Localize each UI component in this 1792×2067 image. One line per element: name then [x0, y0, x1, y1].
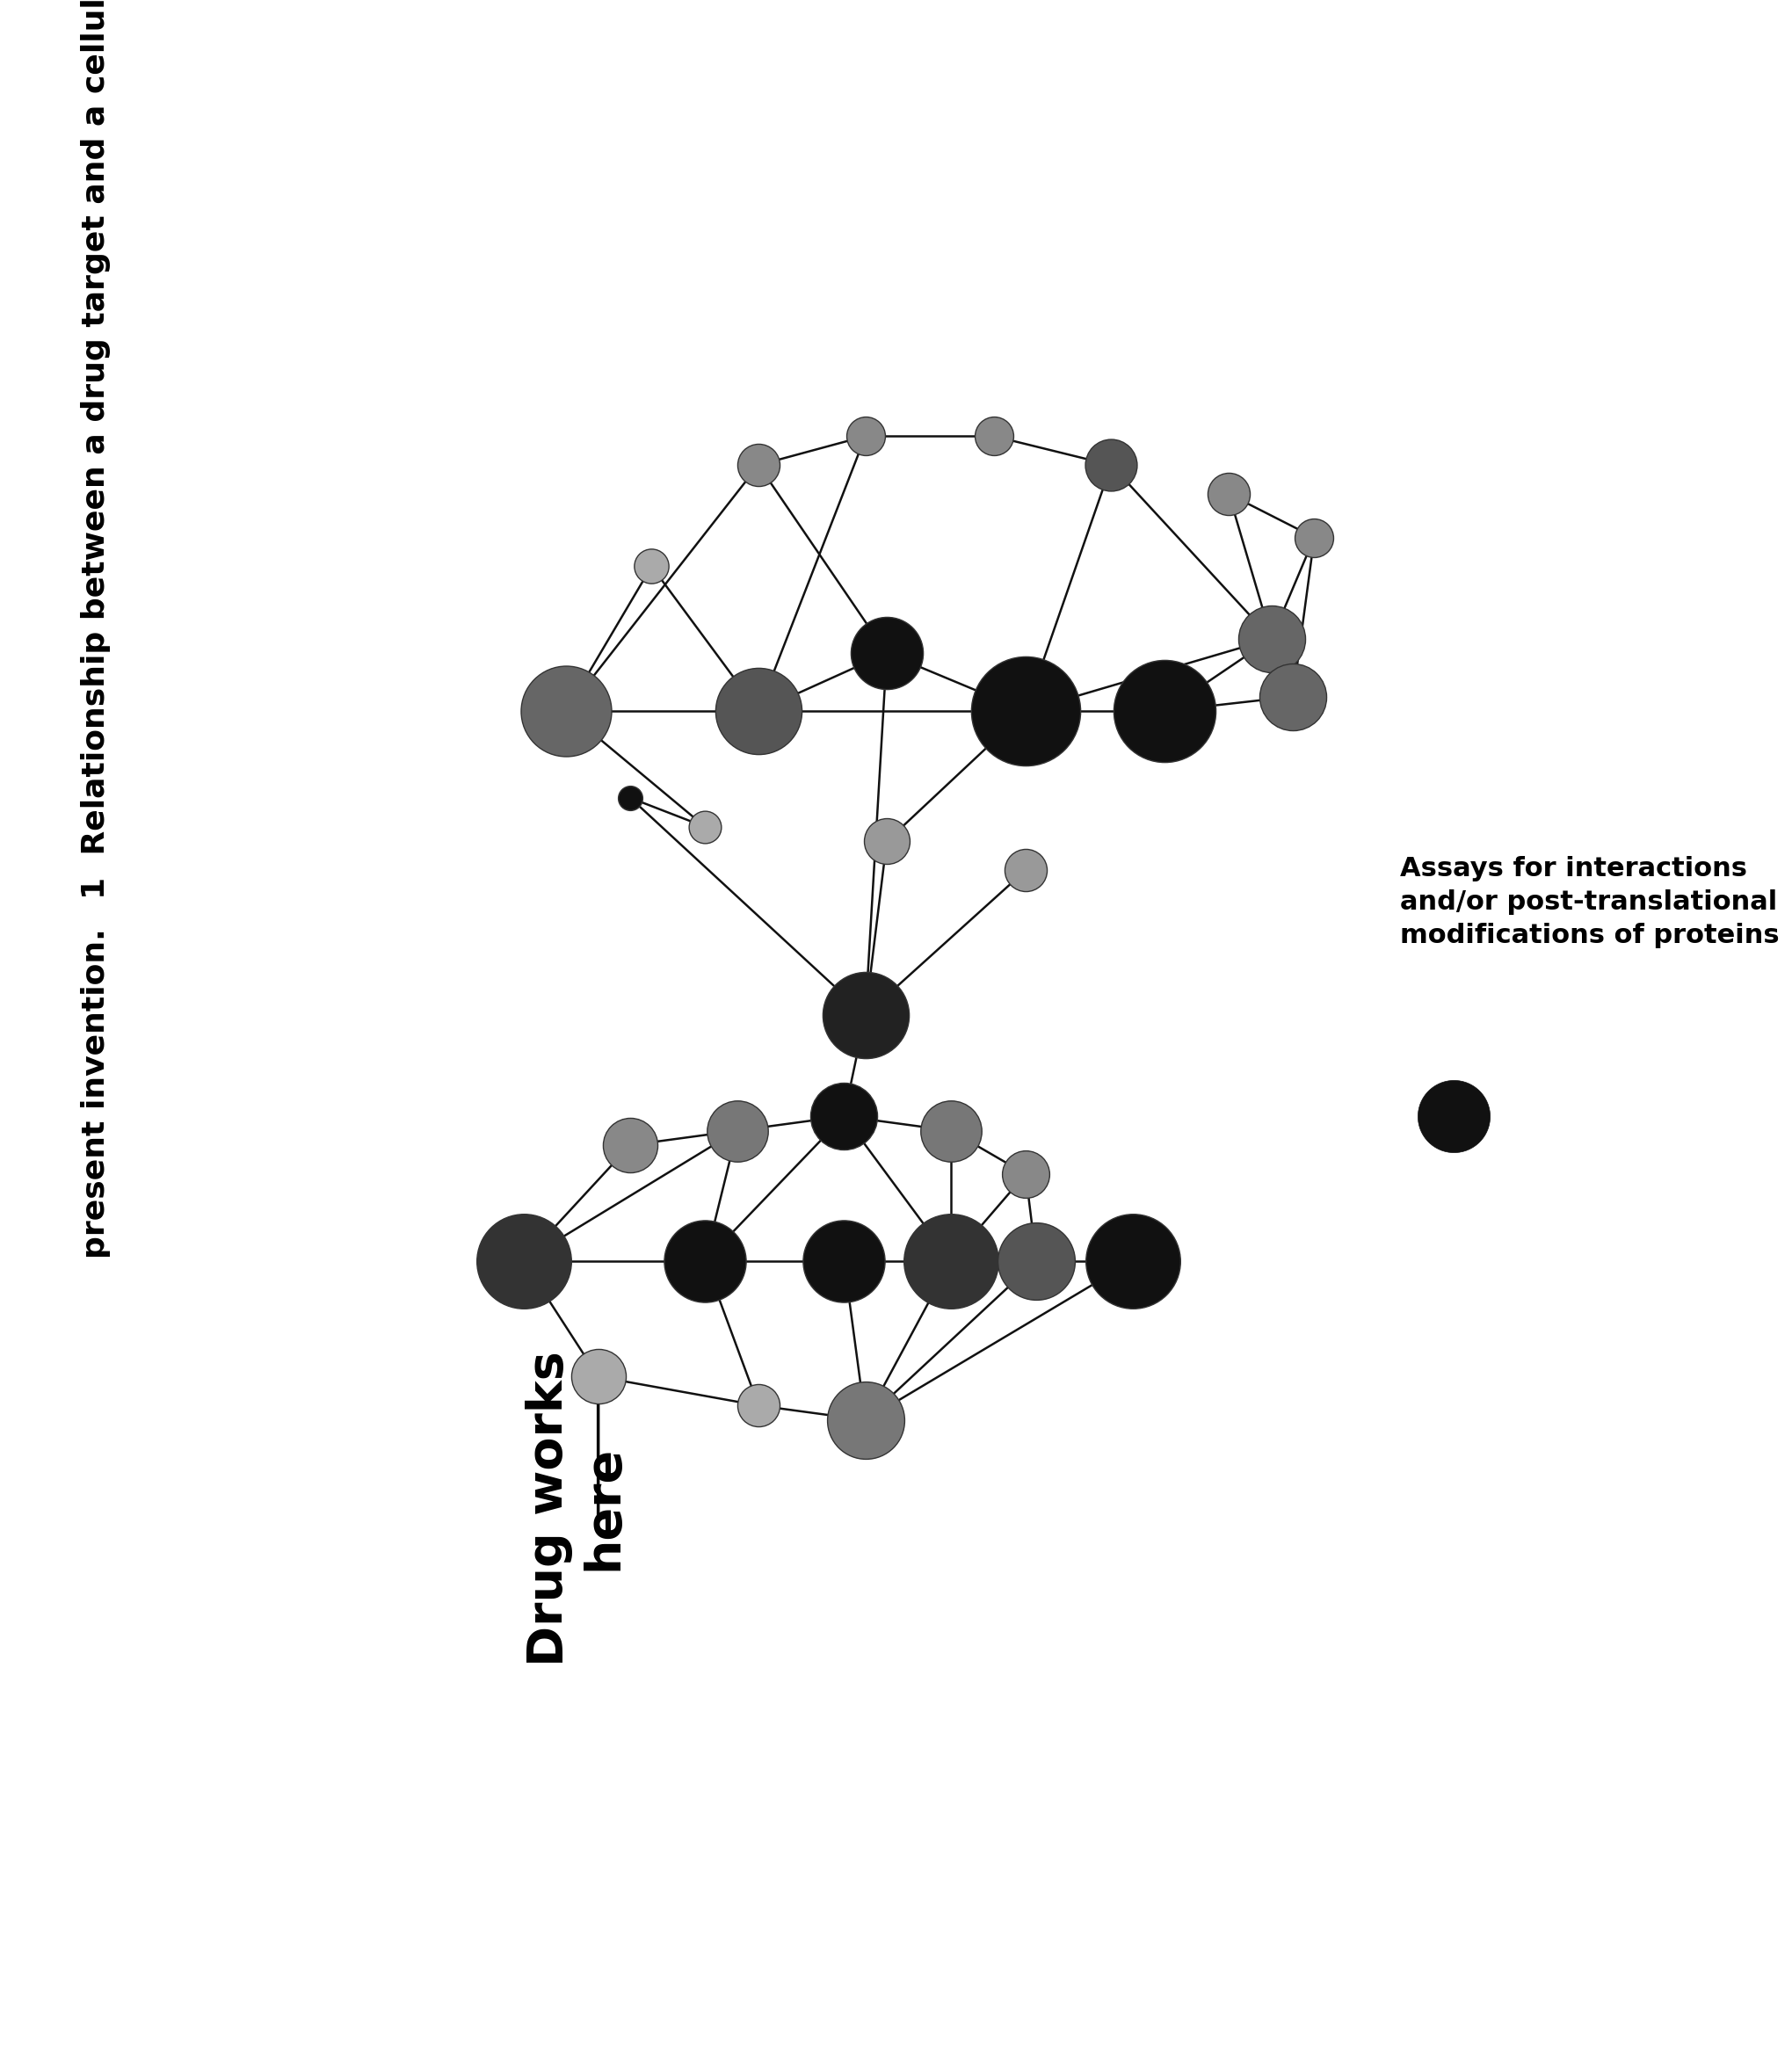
- Point: [1213, 477, 1242, 511]
- Point: [851, 998, 880, 1031]
- Point: [509, 1244, 538, 1277]
- Point: [978, 420, 1007, 453]
- Point: [851, 420, 880, 453]
- Point: [1439, 1100, 1468, 1133]
- Point: [722, 1114, 751, 1147]
- Point: [1256, 622, 1285, 655]
- Point: [636, 550, 665, 583]
- Point: [744, 449, 772, 482]
- Point: [1011, 1158, 1039, 1191]
- Point: [1011, 695, 1039, 728]
- Point: [690, 1244, 719, 1277]
- Point: [616, 1129, 645, 1162]
- Point: [616, 781, 645, 814]
- Point: [1299, 521, 1328, 554]
- Point: [830, 1244, 858, 1277]
- Point: [1278, 680, 1306, 713]
- Point: [935, 1244, 964, 1277]
- Text: present invention.: present invention.: [81, 928, 111, 1259]
- Point: [552, 695, 581, 728]
- Point: [690, 810, 719, 843]
- Point: [1118, 1244, 1147, 1277]
- Point: [1150, 695, 1179, 728]
- Point: [744, 1389, 772, 1422]
- Point: [873, 825, 901, 858]
- Point: [1097, 449, 1125, 482]
- Point: [830, 1100, 858, 1133]
- Point: [744, 695, 772, 728]
- Point: [851, 1403, 880, 1437]
- Point: [935, 1114, 964, 1147]
- Point: [873, 637, 901, 670]
- Text: 1  Relationship between a drug target and a cellular assay in the: 1 Relationship between a drug target and…: [81, 0, 111, 899]
- Point: [1021, 1244, 1050, 1277]
- Text: Assays for interactions
and/or post-translational
modifications of proteins: Assays for interactions and/or post-tran…: [1400, 856, 1778, 949]
- Point: [1011, 854, 1039, 887]
- Point: [584, 1360, 613, 1393]
- Text: Drug works
here: Drug works here: [525, 1350, 627, 1666]
